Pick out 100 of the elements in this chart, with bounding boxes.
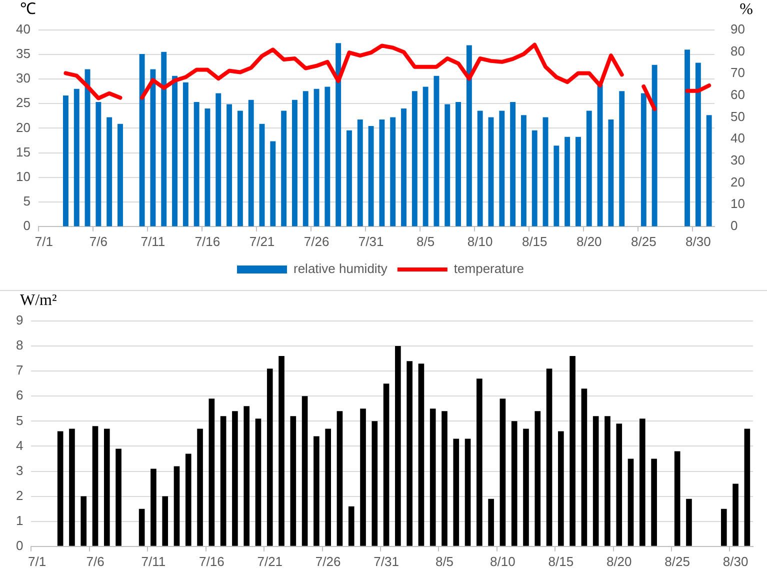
bar xyxy=(237,110,243,226)
y-tick-label: 2 xyxy=(16,488,24,503)
y2-tick-label: 30 xyxy=(730,152,746,168)
bar xyxy=(686,498,692,546)
y2-tick-label: 10 xyxy=(730,196,746,212)
x-tick-label: 7/16 xyxy=(199,554,224,569)
bar xyxy=(138,508,145,546)
x-tick-label: 7/26 xyxy=(315,554,341,569)
bar xyxy=(80,496,87,546)
y-tick-label: 40 xyxy=(16,22,30,37)
bar xyxy=(172,76,178,226)
y-tick-label: 5 xyxy=(16,412,24,428)
bar xyxy=(357,119,363,226)
bar xyxy=(69,428,75,546)
bar xyxy=(162,496,168,546)
bar xyxy=(244,406,250,546)
bar xyxy=(720,508,727,546)
bar xyxy=(444,104,450,226)
y-tick-label: 15 xyxy=(16,144,30,160)
bar xyxy=(456,102,462,226)
bar xyxy=(488,498,494,546)
bar xyxy=(542,117,548,226)
bar xyxy=(592,416,599,546)
legend-label: relative humidity xyxy=(293,261,388,276)
bar xyxy=(520,115,526,226)
bar xyxy=(194,102,200,226)
x-tick-label: 8/30 xyxy=(722,554,748,569)
bar xyxy=(500,398,506,546)
bar xyxy=(628,458,634,546)
y2-tick-label: 50 xyxy=(730,108,746,124)
legend-label: temperature xyxy=(454,261,524,276)
bar xyxy=(116,448,122,546)
y-axis-title: W/m² xyxy=(20,292,57,310)
x-tick-label: 7/21 xyxy=(257,554,283,569)
bar xyxy=(150,468,156,546)
bar xyxy=(476,378,482,546)
bar xyxy=(346,130,352,226)
x-tick-label: 7/11 xyxy=(141,554,166,569)
bar xyxy=(532,130,538,226)
bar xyxy=(466,45,472,226)
y-tick-label: 3 xyxy=(16,462,24,478)
bar xyxy=(372,421,378,546)
x-tick-label: 7/1 xyxy=(34,234,53,249)
x-tick-label: 8/10 xyxy=(467,234,493,249)
bar xyxy=(558,431,564,546)
bar xyxy=(570,356,576,546)
bar xyxy=(732,484,738,546)
y-tick-label: 6 xyxy=(16,388,24,403)
bar xyxy=(418,364,424,546)
y-tick-label: 25 xyxy=(16,95,30,110)
bar xyxy=(619,91,625,226)
bar xyxy=(197,428,203,546)
bar xyxy=(586,110,592,226)
bar xyxy=(639,418,646,546)
x-tick-label: 7/31 xyxy=(358,234,384,249)
bar xyxy=(139,54,145,226)
y-tick-label: 35 xyxy=(16,46,30,62)
x-tick-label: 7/6 xyxy=(89,234,108,249)
bar xyxy=(422,86,428,226)
bar xyxy=(216,93,222,226)
bar xyxy=(248,100,254,226)
x-tick-label: 8/5 xyxy=(435,554,454,569)
bar xyxy=(581,388,588,546)
bar xyxy=(266,368,273,546)
y-tick-label: 20 xyxy=(16,120,30,135)
bar xyxy=(220,416,226,546)
x-tick-label: 7/11 xyxy=(140,234,166,249)
bar xyxy=(360,408,366,546)
bar xyxy=(554,146,560,226)
bar xyxy=(161,52,167,226)
x-tick-label: 8/20 xyxy=(576,234,602,249)
bar xyxy=(84,69,90,226)
y2-tick-label: 20 xyxy=(730,174,746,190)
bar xyxy=(477,110,483,226)
bar xyxy=(74,88,80,226)
bar xyxy=(290,416,296,546)
bar xyxy=(395,346,401,546)
y-axis-title: ℃ xyxy=(20,1,36,18)
bar xyxy=(185,454,192,546)
bar xyxy=(259,124,265,226)
bar xyxy=(651,458,657,546)
bar xyxy=(534,411,541,546)
y2-tick-label: 40 xyxy=(730,130,746,146)
bar xyxy=(336,411,343,546)
y2-tick-label: 60 xyxy=(730,87,746,102)
bar xyxy=(302,91,308,226)
bar xyxy=(640,93,646,226)
bar xyxy=(336,43,342,226)
y-tick-label: 10 xyxy=(16,168,30,184)
bar xyxy=(150,69,156,226)
x-tick-label: 7/21 xyxy=(249,234,275,249)
bar xyxy=(499,110,505,226)
x-tick-label: 8/15 xyxy=(548,554,574,569)
y-tick-label: 4 xyxy=(16,438,24,453)
bar xyxy=(92,426,98,546)
y-tick-label: 8 xyxy=(16,338,24,353)
bar xyxy=(232,411,238,546)
bar xyxy=(430,408,436,546)
bar xyxy=(674,451,680,546)
y-tick-label: 9 xyxy=(16,312,24,328)
